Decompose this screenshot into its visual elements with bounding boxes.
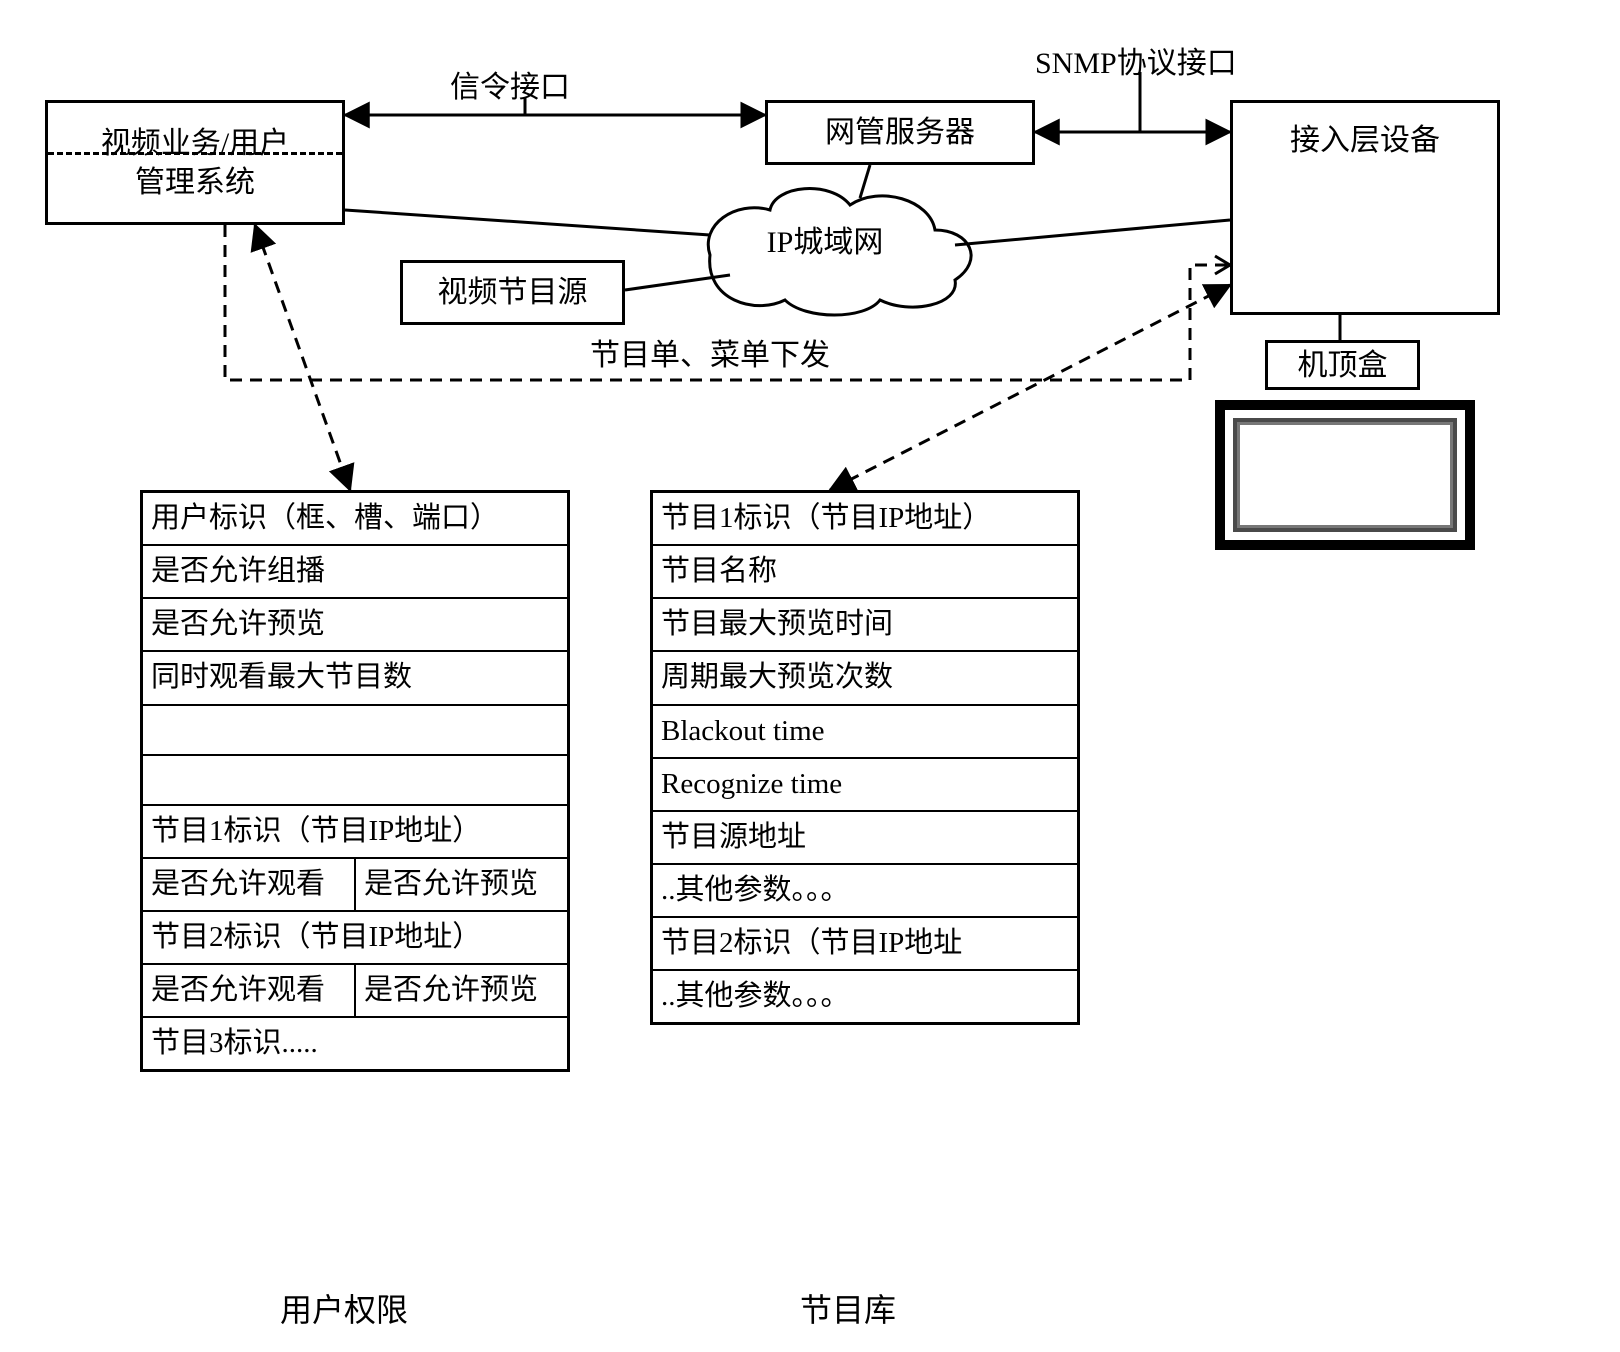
access-label: 接入层设备 — [1290, 121, 1440, 160]
table-row: 节目1标识（节目IP地址） — [653, 493, 1077, 546]
mgmt-system-box: 视频业务/用户 管理系统 — [45, 100, 345, 225]
stb-label: 机顶盒 — [1298, 346, 1388, 385]
video-src-label: 视频节目源 — [438, 273, 588, 312]
table-row: 节目3标识..... — [143, 1018, 567, 1069]
table-cell: 是否允许预览 — [356, 859, 567, 910]
user-table-caption: 用户权限 — [280, 1285, 408, 1331]
nms-box: 网管服务器 — [765, 100, 1035, 165]
table-row: 同时观看最大节目数 — [143, 652, 567, 705]
mgmt-system-label: 视频业务/用户 管理系统 — [101, 124, 289, 202]
table-row — [143, 756, 567, 806]
table-row: 是否允许观看是否允许预览 — [143, 965, 567, 1018]
stb-box: 机顶盒 — [1265, 340, 1420, 390]
table-row: Recognize time — [653, 759, 1077, 812]
table-row: 节目源地址 — [653, 812, 1077, 865]
table-cell: 是否允许观看 — [143, 965, 356, 1016]
table-row: 用户标识（框、槽、端口） — [143, 493, 567, 546]
table-row: 是否允许观看是否允许预览 — [143, 859, 567, 912]
snmp-label: SNMP协议接口 — [1035, 38, 1237, 82]
cloud-icon: IP城域网 — [708, 189, 971, 315]
user-permissions-table: 用户标识（框、槽、端口）是否允许组播是否允许预览同时观看最大节目数节目1标识（节… — [140, 490, 570, 1072]
tv-screen — [1215, 400, 1475, 550]
menu-dispatch-label: 节目单、菜单下发 — [590, 330, 830, 374]
table-row: 节目2标识（节目IP地址 — [653, 918, 1077, 971]
table-row: 周期最大预览次数 — [653, 652, 1077, 705]
table-row: 节目名称 — [653, 546, 1077, 599]
table-cell: 是否允许观看 — [143, 859, 356, 910]
table-row: ..其他参数。。。 — [653, 865, 1077, 918]
table-row: 节目2标识（节目IP地址） — [143, 912, 567, 965]
nms-label: 网管服务器 — [825, 113, 975, 152]
table-row — [143, 706, 567, 756]
table-row: 是否允许组播 — [143, 546, 567, 599]
table-row: ..其他参数。。。 — [653, 971, 1077, 1022]
table-row: 是否允许预览 — [143, 599, 567, 652]
program-library-table: 节目1标识（节目IP地址）节目名称节目最大预览时间周期最大预览次数Blackou… — [650, 490, 1080, 1025]
signaling-label: 信令接口 — [450, 62, 570, 106]
table-row: Blackout time — [653, 706, 1077, 759]
mgmt-dashed-divider — [48, 152, 342, 155]
table-row: 节目1标识（节目IP地址） — [143, 806, 567, 859]
video-src-box: 视频节目源 — [400, 260, 625, 325]
tv-inner-bezel — [1233, 418, 1457, 532]
table-cell: 是否允许预览 — [356, 965, 567, 1016]
cloud-label: IP城域网 — [767, 226, 884, 259]
table-row: 节目最大预览时间 — [653, 599, 1077, 652]
prog-table-caption: 节目库 — [800, 1285, 896, 1331]
access-box: 接入层设备 — [1230, 100, 1500, 315]
